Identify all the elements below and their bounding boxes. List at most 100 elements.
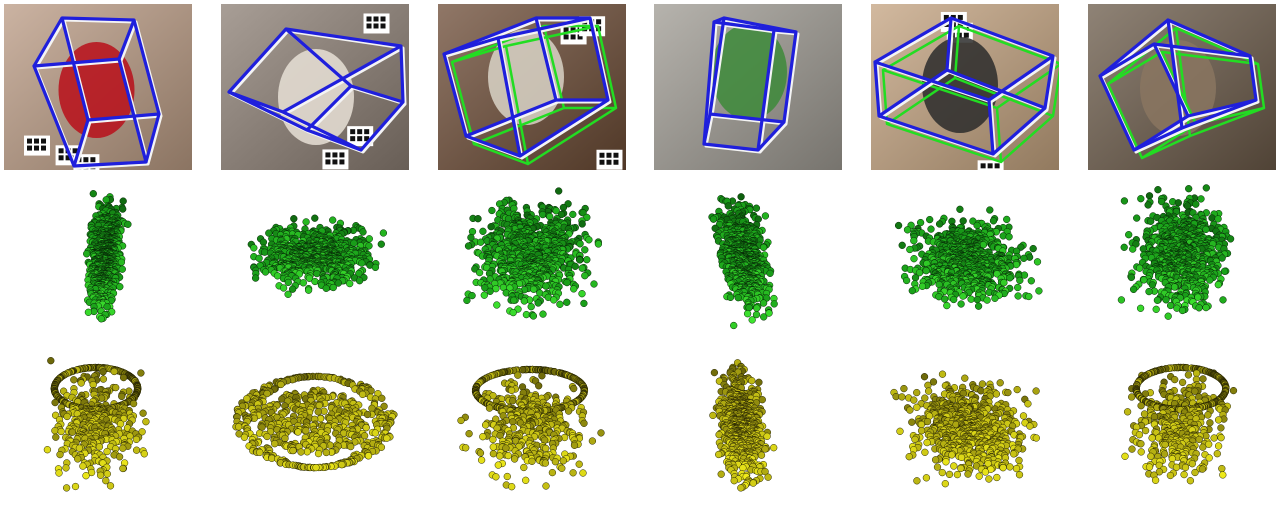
- point: [1166, 301, 1175, 310]
- point: [261, 268, 270, 276]
- point: [915, 269, 924, 277]
- point: [950, 295, 958, 304]
- point: [556, 300, 564, 308]
- point: [102, 477, 110, 485]
- point: [481, 284, 489, 292]
- point: [974, 302, 983, 310]
- point: [334, 279, 342, 287]
- point: [1033, 258, 1042, 266]
- point: [510, 296, 518, 304]
- point: [261, 248, 269, 256]
- point: [322, 284, 330, 292]
- point: [581, 272, 589, 280]
- point: [1202, 225, 1210, 234]
- point: [103, 303, 111, 311]
- point: [468, 291, 476, 300]
- point: [748, 316, 756, 324]
- point: [251, 274, 260, 282]
- point: [730, 321, 738, 330]
- point-cloud-canvas: [708, 193, 778, 330]
- point: [581, 246, 589, 254]
- point: [284, 278, 292, 287]
- predicted-bounding-box: [1098, 18, 1258, 152]
- green-cloud-mug: [432, 176, 632, 344]
- point: [119, 464, 127, 473]
- point: [279, 284, 288, 292]
- point: [956, 205, 964, 213]
- green-cloud-mug-2: [1096, 176, 1266, 344]
- point: [56, 450, 64, 459]
- point: [313, 269, 321, 278]
- point: [752, 310, 761, 319]
- point: [910, 237, 918, 245]
- point: [902, 276, 911, 285]
- point: [129, 399, 138, 408]
- point: [288, 285, 297, 293]
- point: [569, 210, 577, 219]
- point: [1174, 199, 1182, 207]
- point: [745, 304, 753, 312]
- point: [62, 484, 71, 492]
- point: [1006, 274, 1014, 282]
- point: [1127, 273, 1136, 282]
- point: [63, 412, 71, 421]
- point: [1137, 195, 1145, 203]
- point: [570, 285, 578, 293]
- point: [986, 206, 994, 214]
- point: [118, 265, 126, 273]
- point: [761, 212, 770, 220]
- point: [99, 368, 107, 376]
- point: [1154, 186, 1162, 194]
- point: [1125, 231, 1133, 239]
- green-cloud-laptop: [868, 176, 1068, 344]
- point: [1000, 279, 1008, 287]
- point: [1162, 296, 1170, 304]
- predicted-bounding-box: [442, 16, 610, 158]
- point: [479, 227, 487, 235]
- point: [989, 217, 998, 225]
- point: [571, 262, 579, 270]
- point: [1202, 303, 1210, 312]
- point: [463, 296, 471, 305]
- point: [753, 304, 761, 312]
- point: [365, 242, 373, 250]
- point: [1185, 185, 1193, 193]
- photo-canvas: [438, 4, 626, 170]
- point: [1025, 292, 1033, 301]
- point: [1147, 217, 1155, 225]
- yellow-cloud-bowl: [215, 346, 415, 510]
- point: [329, 283, 337, 292]
- point: [1035, 287, 1043, 295]
- point: [527, 303, 535, 311]
- point: [273, 272, 282, 280]
- point: [103, 470, 111, 478]
- point: [62, 464, 70, 472]
- point: [539, 210, 547, 219]
- point: [139, 409, 147, 417]
- point: [290, 215, 298, 223]
- point: [580, 299, 588, 308]
- point: [563, 298, 571, 306]
- point: [1208, 214, 1216, 222]
- green-cloud-can: [20, 176, 190, 344]
- point: [1157, 197, 1166, 206]
- point: [106, 482, 115, 490]
- point: [903, 226, 912, 234]
- point: [911, 274, 920, 282]
- point: [585, 236, 593, 244]
- point: [1195, 304, 1203, 312]
- point: [898, 241, 906, 249]
- point: [116, 283, 124, 291]
- fiducial-tag: [977, 160, 1004, 170]
- point: [509, 308, 517, 317]
- point: [47, 357, 55, 365]
- point: [1014, 283, 1022, 292]
- point: [1135, 264, 1144, 272]
- point: [973, 221, 981, 230]
- point: [140, 450, 148, 458]
- point: [1144, 201, 1152, 209]
- photo-laptop: [871, 4, 1059, 170]
- point: [576, 240, 584, 248]
- point: [578, 290, 586, 298]
- point: [52, 433, 60, 441]
